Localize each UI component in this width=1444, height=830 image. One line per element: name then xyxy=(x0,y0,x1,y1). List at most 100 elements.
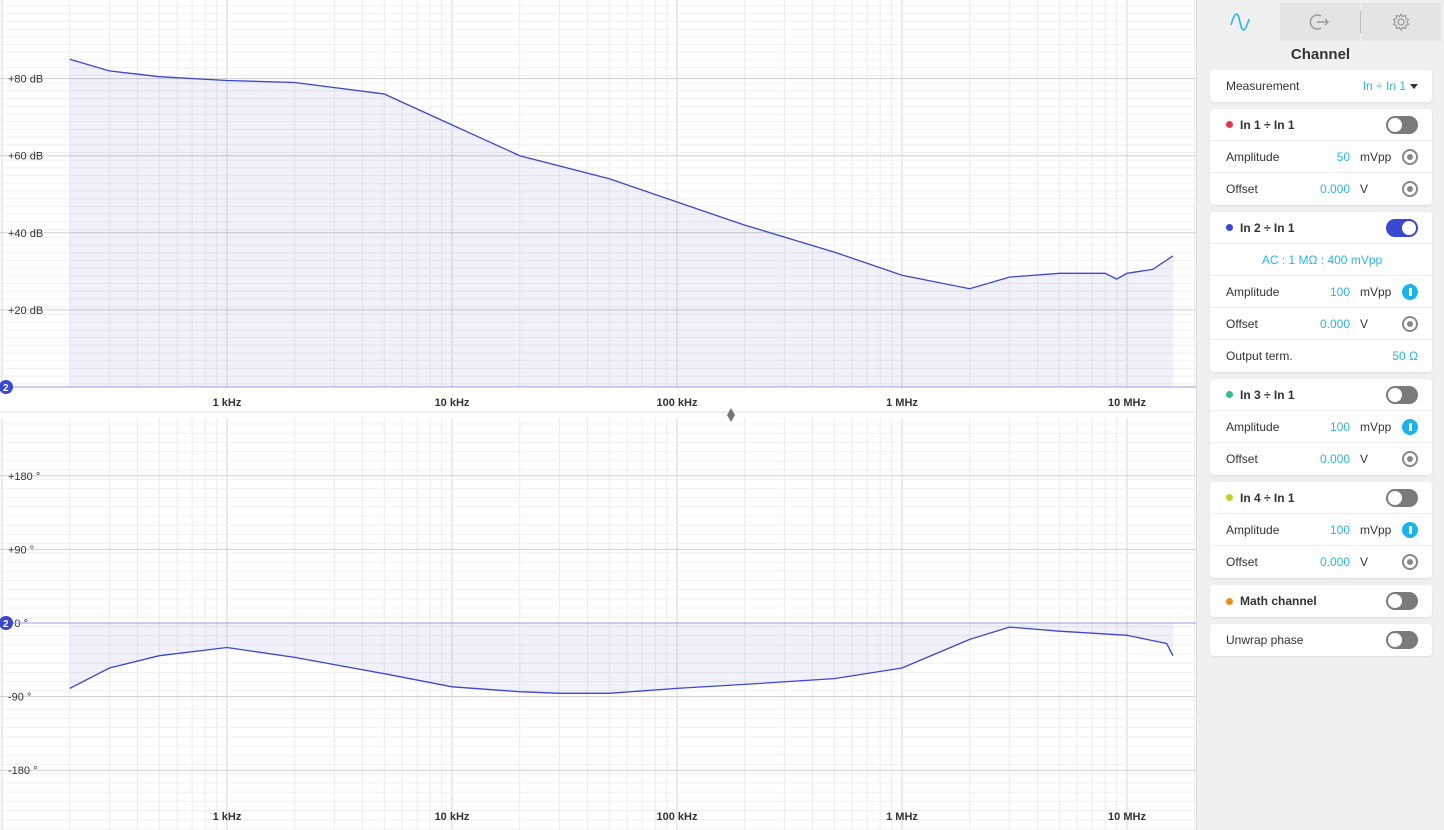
gear-icon xyxy=(1392,12,1410,32)
offset-row-in3: Offset 0.000 V xyxy=(1210,443,1432,475)
channel-color-dot xyxy=(1226,224,1233,231)
channel-toggle-in3[interactable] xyxy=(1386,385,1418,404)
offset-value[interactable]: 0.000 xyxy=(1319,316,1350,331)
panel-title: Channel xyxy=(1290,46,1351,63)
series-area xyxy=(69,623,1173,694)
caret-down-icon xyxy=(1410,83,1418,89)
math-channel-label: Math channel xyxy=(1240,594,1317,608)
channel-toggle-in4[interactable] xyxy=(1386,488,1418,507)
channel-card-in2: In 2 ÷ In 1 AC : 1 MΩ : 400 mVpp Amplitu… xyxy=(1210,212,1432,372)
offset-label: Offset xyxy=(1226,555,1258,569)
y-tick-label: +80 dB xyxy=(8,74,43,86)
amplitude-row-in4: Amplitude 100 mVpp xyxy=(1210,514,1432,546)
panel-tabs xyxy=(1200,3,1441,41)
tab-separator xyxy=(1360,11,1361,33)
offset-knob-icon[interactable] xyxy=(1402,315,1418,332)
y-tick-label: +0 ° xyxy=(8,618,28,630)
measurement-card: Measurement In ÷ In 1 xyxy=(1210,70,1432,102)
series-line xyxy=(69,58,1174,290)
channel-marker-label: 2 xyxy=(3,383,9,394)
channel-card-in4: In 4 ÷ In 1 Amplitude 100 mVpp Offset 0.… xyxy=(1210,482,1432,578)
math-channel-toggle[interactable] xyxy=(1386,592,1418,610)
x-tick-label: 1 MHz xyxy=(886,397,918,409)
amplitude-knob-icon[interactable] xyxy=(1402,521,1418,538)
offset-value[interactable]: 0.000 xyxy=(1319,182,1350,196)
amplitude-label: Amplitude xyxy=(1226,419,1280,434)
tab-channel[interactable] xyxy=(1200,3,1280,41)
tab-settings[interactable] xyxy=(1361,3,1441,41)
math-channel-card: Math channel xyxy=(1210,585,1432,617)
series-line xyxy=(69,626,1174,694)
offset-label: Offset xyxy=(1226,452,1258,466)
amplitude-unit: mVpp xyxy=(1360,419,1392,434)
channel-color-dot xyxy=(1226,597,1233,605)
x-tick-label: 100 kHz xyxy=(657,397,698,409)
series-area xyxy=(69,59,1173,388)
offset-unit: V xyxy=(1360,182,1369,196)
offset-row-in2: Offset 0.000 V xyxy=(1210,308,1432,340)
channel-header-in3: In 3 ÷ In 1 xyxy=(1210,379,1432,411)
channel-header-in2: In 2 ÷ In 1 xyxy=(1210,212,1432,244)
channel-toggle-in2[interactable] xyxy=(1386,218,1418,237)
offset-value[interactable]: 0.000 xyxy=(1319,452,1350,466)
amplitude-label: Amplitude xyxy=(1226,522,1280,537)
amplitude-value[interactable]: 100 xyxy=(1329,419,1350,434)
offset-knob-icon[interactable] xyxy=(1402,554,1418,570)
y-tick-label: +20 dB xyxy=(8,305,43,317)
y-tick-label: +90 ° xyxy=(8,544,34,556)
channel-marker-label: 2 xyxy=(3,619,9,630)
unwrap-phase-toggle[interactable] xyxy=(1386,631,1418,649)
sine-wave-icon xyxy=(1230,13,1250,31)
channel-color-dot xyxy=(1226,121,1233,128)
x-tick-label: 1 kHz xyxy=(213,811,242,823)
channel-card-in1: In 1 ÷ In 1 Amplitude 50 mVpp Offset 0.0… xyxy=(1210,109,1432,205)
offset-row-in1: Offset 0.000 V xyxy=(1210,173,1432,205)
channel-info-in2: AC : 1 MΩ : 400 mVpp xyxy=(1210,244,1432,276)
x-tick-label: 100 kHz xyxy=(657,811,698,823)
x-tick-label: 10 kHz xyxy=(435,811,470,823)
x-tick-label: 1 kHz xyxy=(213,397,242,409)
amplitude-row-in2: Amplitude 100 mVpp xyxy=(1210,276,1432,308)
bode-plot-svg[interactable]: +80 dB +60 dB +40 dB +20 dB 2 1 kHz 10 kHz 100 … xyxy=(0,0,1196,830)
amplitude-value[interactable]: 100 xyxy=(1329,284,1350,299)
amplitude-unit: mVpp xyxy=(1360,522,1392,537)
y-tick-label: +60 dB xyxy=(8,151,43,163)
amplitude-value[interactable]: 50 xyxy=(1336,149,1350,164)
amplitude-row-in1: Amplitude 50 mVpp xyxy=(1210,141,1432,173)
offset-value[interactable]: 0.000 xyxy=(1319,555,1350,569)
amplitude-knob-icon[interactable] xyxy=(1402,418,1418,435)
offset-knob-icon[interactable] xyxy=(1402,181,1418,197)
x-tick-label: 10 MHz xyxy=(1108,397,1146,409)
output-term-value[interactable]: 50 Ω xyxy=(1392,349,1418,363)
x-tick-label: 10 MHz xyxy=(1108,811,1146,823)
channel-name: In 1 ÷ In 1 xyxy=(1240,117,1295,132)
bode-plot-area[interactable]: +80 dB +60 dB +40 dB +20 dB 2 1 kHz 10 kHz 100 … xyxy=(0,0,1196,830)
offset-row-in4: Offset 0.000 V xyxy=(1210,546,1432,578)
channel-name: In 4 ÷ In 1 xyxy=(1240,490,1295,505)
export-icon xyxy=(1309,14,1329,30)
x-tick-label: 10 kHz xyxy=(435,397,470,409)
y-tick-label: -90 ° xyxy=(8,692,31,704)
amplitude-label: Amplitude xyxy=(1226,284,1280,299)
offset-unit: V xyxy=(1360,555,1369,569)
amplitude-row-in3: Amplitude 100 mVpp xyxy=(1210,411,1432,443)
amplitude-knob-icon[interactable] xyxy=(1402,148,1418,165)
channel-card-in3: In 3 ÷ In 1 Amplitude 100 mVpp Offset 0.… xyxy=(1210,379,1432,475)
tab-export[interactable] xyxy=(1280,3,1360,41)
channel-header-in4: In 4 ÷ In 1 xyxy=(1210,482,1432,514)
amplitude-value[interactable]: 100 xyxy=(1329,522,1350,537)
pane-resize-handle-icon xyxy=(727,408,735,422)
measurement-select[interactable]: In ÷ In 1 xyxy=(1363,79,1418,93)
measurement-label: Measurement xyxy=(1226,79,1300,93)
channel-coupling-info[interactable]: AC : 1 MΩ : 400 mVpp xyxy=(1261,252,1383,267)
amplitude-knob-icon[interactable] xyxy=(1402,283,1418,300)
offset-unit: V xyxy=(1360,452,1369,466)
unwrap-phase-row: Unwrap phase xyxy=(1210,624,1432,656)
offset-label: Offset xyxy=(1226,316,1258,331)
channel-toggle-in1[interactable] xyxy=(1386,115,1418,134)
unwrap-phase-label: Unwrap phase xyxy=(1226,633,1304,647)
offset-knob-icon[interactable] xyxy=(1402,451,1418,467)
channel-marker xyxy=(0,380,13,394)
channel-panel: Channel Measurement In ÷ In 1 In 1 ÷ In … xyxy=(1196,0,1444,830)
math-channel-row: Math channel xyxy=(1210,585,1432,617)
